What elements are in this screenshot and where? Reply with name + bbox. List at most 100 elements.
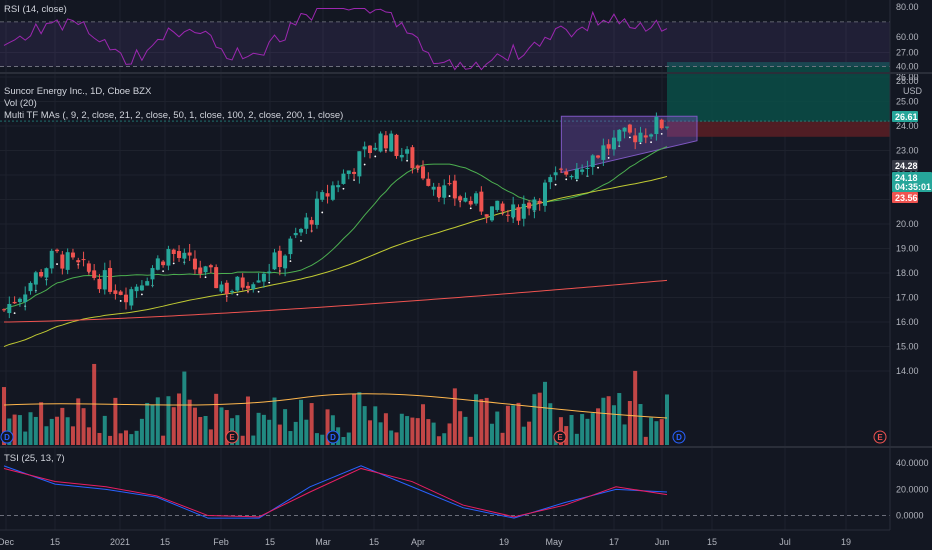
candle-body xyxy=(166,249,171,266)
candle-body xyxy=(44,268,49,278)
volume-bar xyxy=(627,401,632,445)
candle-body xyxy=(532,199,537,211)
candle-body xyxy=(558,168,563,170)
volume-bar xyxy=(649,417,654,445)
tsi-tick-label: 40.0000 xyxy=(896,458,929,468)
volume-bar xyxy=(304,419,309,445)
volume-bar xyxy=(463,416,468,445)
event-marker-ring xyxy=(672,430,686,444)
volume-bar xyxy=(489,423,494,445)
candles[interactable] xyxy=(2,112,669,319)
ma-9-dot xyxy=(321,211,324,214)
volume-bar xyxy=(638,404,643,445)
candle-body xyxy=(606,144,611,149)
stop-price-tag: 23.56 xyxy=(892,192,918,203)
candle-body xyxy=(426,178,431,186)
volume-bar xyxy=(171,407,176,445)
event-marker-earnings[interactable]: E xyxy=(553,430,567,444)
volume-bar xyxy=(70,426,75,445)
volume-bar xyxy=(505,405,510,445)
currency-label: USD xyxy=(903,86,923,96)
candle-body xyxy=(601,145,606,160)
tsi-legend[interactable]: TSI (25, 13, 7) xyxy=(4,453,65,464)
event-marker-dividend[interactable]: D xyxy=(672,430,686,444)
ma-9-dot xyxy=(363,163,366,166)
volume-bar xyxy=(452,388,457,445)
candle-body xyxy=(251,284,256,290)
candle-body xyxy=(187,252,192,256)
volume-bar xyxy=(633,370,638,445)
candle-body xyxy=(543,182,548,206)
volume-bar xyxy=(12,414,17,445)
ma-legend[interactable]: Multi TF MAs (, 9, 2, close, 21, 2, clos… xyxy=(4,110,343,121)
volume-legend[interactable]: Vol (20) xyxy=(4,98,37,109)
price-tick-label: 20.00 xyxy=(896,219,919,229)
volume-bar xyxy=(415,418,420,445)
event-marker-earnings[interactable]: E xyxy=(873,430,887,444)
candle-body xyxy=(192,258,197,270)
candle-body xyxy=(569,176,574,178)
tsi-tick-label: 0.0000 xyxy=(896,511,924,521)
volume-bars xyxy=(2,363,669,445)
candle-body xyxy=(574,168,579,179)
candle-body xyxy=(665,126,669,128)
candle-body xyxy=(638,132,643,142)
candle-body xyxy=(214,267,219,289)
event-marker-label: D xyxy=(330,433,336,442)
volume-bar xyxy=(102,415,107,445)
event-marker-dividend[interactable]: D xyxy=(0,430,14,444)
candle-body xyxy=(421,166,426,179)
price-tick-label: 26.00 xyxy=(896,72,919,82)
volume-bar xyxy=(166,396,171,445)
rsi-tick-label: 80.00 xyxy=(896,2,919,12)
candle-body xyxy=(171,249,176,255)
volume-bar xyxy=(389,430,394,445)
volume-bar xyxy=(86,427,91,445)
volume-bar xyxy=(643,436,648,445)
volume-bar xyxy=(410,417,415,445)
volume-bar xyxy=(198,417,203,445)
volume-bar xyxy=(219,407,224,445)
volume-bar xyxy=(23,431,28,445)
price-tick-label: 16.00 xyxy=(896,317,919,327)
event-marker-ring xyxy=(553,430,567,444)
volume-bar xyxy=(458,411,463,445)
volume-bar xyxy=(378,422,383,445)
volume-bar xyxy=(611,405,616,445)
time-tick-label: Feb xyxy=(213,537,229,547)
volume-bar xyxy=(123,430,128,445)
volume-bar xyxy=(245,396,250,445)
ma-9-dot xyxy=(406,159,409,162)
volume-bar xyxy=(357,392,362,445)
volume-bar xyxy=(150,404,155,445)
candle-body xyxy=(230,291,235,293)
volume-bar xyxy=(405,416,410,445)
event-marker-dividend[interactable]: D xyxy=(326,430,340,444)
ma-9-dot xyxy=(607,157,610,159)
candle-body xyxy=(60,254,65,269)
time-tick-label: Apr xyxy=(411,537,425,547)
candle-body xyxy=(267,271,272,273)
candle-body xyxy=(240,277,245,288)
price-tick-label: 15.00 xyxy=(896,342,919,352)
event-marker-earnings[interactable]: E xyxy=(225,430,239,444)
volume-bar xyxy=(468,436,473,445)
volume-bar xyxy=(139,418,144,445)
candle-body xyxy=(463,197,468,202)
volume-bar xyxy=(500,432,505,445)
symbol-legend[interactable]: Suncor Energy Inc., 1D, Cboe BZX xyxy=(4,86,152,97)
candle-body xyxy=(70,252,75,258)
candle-body xyxy=(495,200,500,210)
volume-bar xyxy=(543,381,548,445)
candle-body xyxy=(410,147,415,169)
volume-bar xyxy=(192,407,197,445)
rsi-legend[interactable]: RSI (14, close) xyxy=(4,4,67,15)
event-marker-label: D xyxy=(4,433,10,442)
ma-9-dot xyxy=(597,166,599,169)
volume-bar xyxy=(601,397,606,445)
volume-bar xyxy=(617,393,622,445)
candle-body xyxy=(299,228,304,233)
volume-bar xyxy=(596,408,601,445)
candle-body xyxy=(373,147,378,150)
